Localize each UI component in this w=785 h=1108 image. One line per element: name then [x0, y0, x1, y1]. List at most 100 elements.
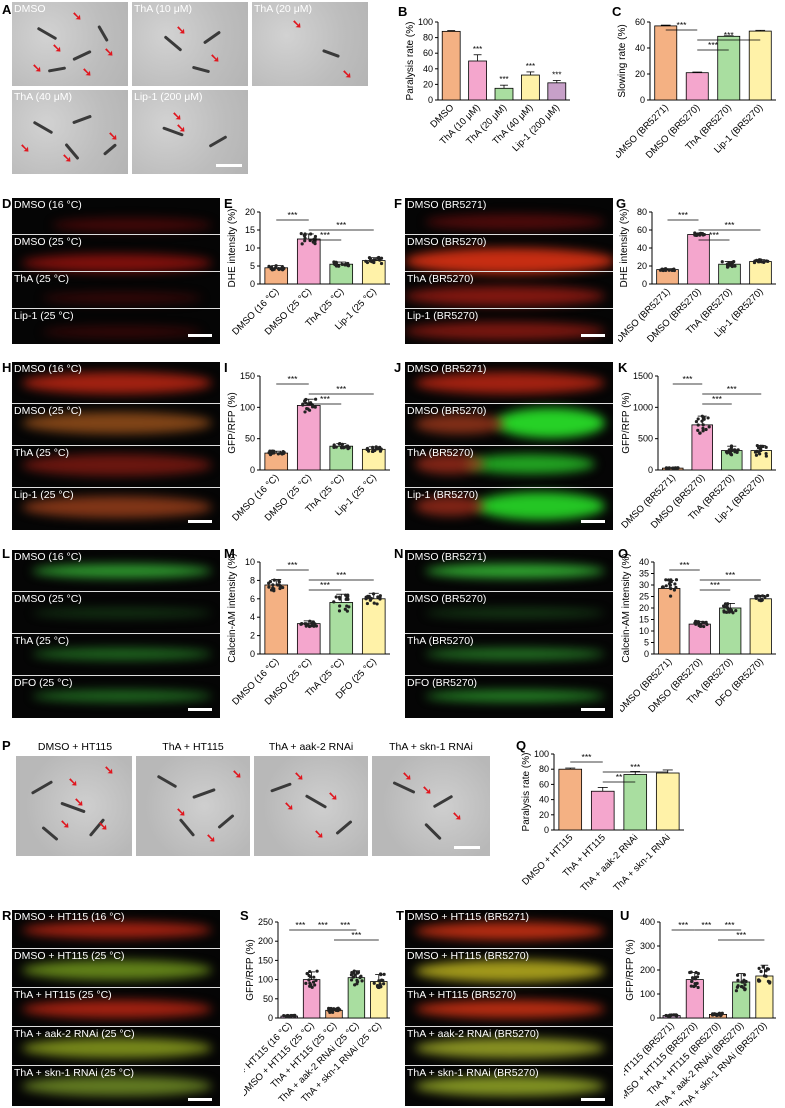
data-point	[732, 448, 737, 452]
data-point	[700, 232, 705, 236]
image-label: ThA (40 μM)	[14, 91, 72, 103]
image-label: Lip-1 (BR5270)	[407, 489, 479, 501]
scale-bar	[581, 708, 605, 711]
bar	[521, 74, 540, 101]
data-point	[371, 258, 375, 263]
data-point	[696, 985, 700, 990]
image-label: ThA + aak-2 RNAi (25 °C)	[14, 1028, 135, 1040]
y-tick-label: 0	[644, 649, 649, 659]
worm-signal	[22, 960, 212, 980]
micrograph-p-skn1: ➘ ➘ ➘	[372, 756, 490, 856]
data-point	[729, 446, 734, 450]
y-axis-label: Slowing rate (%)	[617, 24, 628, 97]
x-tick-label: DMSO (BR5270)	[645, 286, 704, 345]
data-point	[713, 1012, 717, 1016]
data-point	[331, 1008, 335, 1012]
data-point	[671, 466, 675, 470]
worm-signal	[22, 254, 212, 272]
micrograph-p-dmso: ➘ ➘ ➘ ➘ ➘	[16, 756, 132, 856]
data-point	[667, 466, 671, 471]
data-point	[755, 449, 759, 453]
panel-label-i: I	[224, 360, 228, 375]
data-point	[379, 972, 383, 976]
image-label: DFO (25 °C)	[14, 677, 73, 689]
y-tick-label: 100	[418, 17, 433, 27]
panel-label-d: D	[2, 196, 12, 211]
worm-signal	[405, 286, 605, 306]
data-point	[717, 1011, 722, 1015]
y-tick-label: 20	[637, 261, 647, 271]
data-point	[764, 969, 768, 973]
fluorescence-panel-n: DMSO (BR5271) DMSO (BR5270) ThA (BR5270)…	[405, 550, 613, 718]
data-point	[352, 969, 356, 973]
red-arrow-icon: ➘	[74, 795, 85, 809]
worm-signal	[465, 454, 595, 474]
scale-bar	[188, 708, 212, 711]
x-tick-label: ThA + skn-1 RNAi	[612, 832, 673, 893]
image-label: ThA + HT115 (25 °C)	[14, 989, 112, 1001]
panel-label-n: N	[394, 546, 404, 561]
y-tick-label: 4	[250, 612, 255, 622]
data-point	[270, 268, 275, 272]
significance-label: ***	[336, 570, 347, 580]
y-tick-label: 250	[258, 917, 273, 927]
bar	[655, 772, 680, 831]
data-point	[702, 624, 706, 629]
data-point	[349, 973, 354, 977]
red-arrow-icon: ➘	[232, 767, 243, 781]
x-tick-label: DMSO + HT115	[520, 832, 575, 887]
worm-signal	[405, 322, 605, 340]
worm-signal	[22, 412, 212, 434]
panel-label-m: M	[224, 546, 235, 561]
red-arrow-icon: ➘	[82, 65, 93, 79]
data-point	[267, 585, 271, 589]
data-point	[723, 605, 727, 609]
red-arrow-icon: ➘	[60, 817, 71, 831]
image-label: DMSO (25 °C)	[14, 405, 82, 417]
data-point	[313, 983, 317, 987]
image-label: ThA + skn-1 RNAi	[389, 741, 473, 753]
y-tick-label: 40	[639, 557, 649, 567]
significance-label: ***	[499, 75, 508, 84]
y-tick-label: 0	[268, 1013, 273, 1023]
significance-label: ***	[336, 384, 347, 394]
bar	[558, 768, 583, 831]
worm-signal	[415, 1076, 605, 1096]
significance-label: ***	[678, 210, 689, 220]
worm	[432, 794, 454, 809]
fluorescence-panel-d: DMSO (16 °C) DMSO (25 °C) ThA (25 °C) Li…	[12, 198, 220, 344]
data-point	[758, 452, 762, 456]
data-point	[345, 609, 349, 613]
image-label: ThA + HT115 (BR5270)	[407, 989, 517, 1001]
red-arrow-icon: ➘	[314, 827, 325, 841]
y-tick-label: 50	[245, 434, 255, 444]
worm	[208, 135, 228, 148]
y-tick-label: 0	[428, 95, 433, 105]
data-point	[334, 1008, 338, 1012]
worm	[178, 818, 196, 837]
worm-signal	[32, 608, 212, 618]
y-axis-label: GFP/RFP (%)	[245, 939, 256, 1000]
data-point	[337, 609, 342, 613]
bar	[296, 623, 321, 655]
red-arrow-icon: ➘	[284, 799, 295, 813]
data-point	[304, 981, 308, 985]
data-point	[269, 265, 274, 269]
image-label: DMSO (BR5270)	[407, 593, 487, 605]
data-point	[735, 973, 740, 977]
bar	[718, 263, 741, 285]
data-point	[313, 234, 318, 239]
data-point	[664, 584, 668, 588]
data-point	[343, 607, 347, 611]
significance-label: ***	[288, 374, 299, 384]
data-point	[308, 969, 312, 974]
significance-label: ***	[736, 930, 747, 940]
data-point	[310, 985, 314, 989]
data-point	[731, 611, 735, 615]
worm	[163, 35, 183, 52]
panel-label-c: C	[612, 4, 622, 19]
bar	[329, 602, 354, 655]
data-point	[676, 466, 680, 470]
panel-label-e: E	[224, 196, 233, 211]
data-point	[312, 975, 316, 979]
